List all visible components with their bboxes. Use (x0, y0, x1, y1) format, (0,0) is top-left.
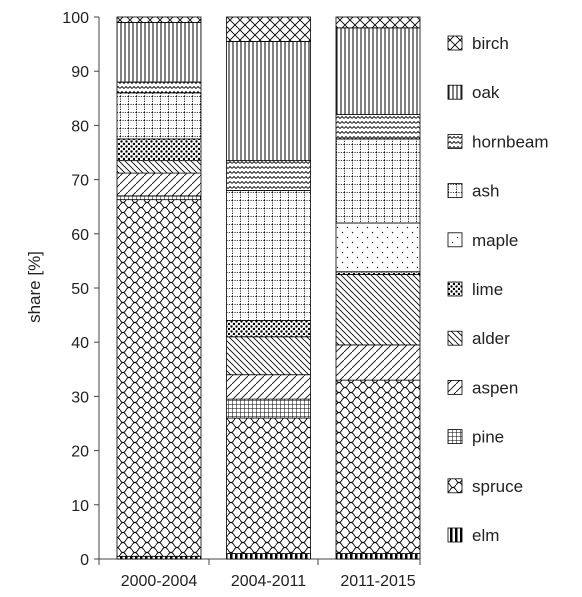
legend-label-ash: ash (472, 182, 499, 201)
legend-swatch-maple (447, 232, 463, 248)
y-tick-label: 100 (62, 10, 89, 27)
legend-label-maple: maple (472, 231, 518, 250)
bar-segment-aspen (116, 172, 202, 197)
legend-label-hornbeam: hornbeam (472, 132, 549, 151)
bar-segment-lime (116, 138, 202, 162)
bar-segment-lime (226, 320, 311, 338)
bars (116, 16, 421, 560)
bar-segment-birch (335, 16, 421, 29)
bar-segment-aspen (335, 344, 421, 381)
bar-segment-maple (335, 222, 421, 273)
y-tick-label: 60 (71, 227, 89, 244)
y-tick-label: 90 (71, 64, 89, 81)
bar-segment-alder (335, 274, 421, 346)
y-tick-label: 50 (71, 281, 89, 298)
legend-swatch-elm (447, 527, 463, 543)
x-tick-labels: 2000-2004 2004-2011 2011-2015 (98, 559, 421, 590)
x-tick-label: 2000-2004 (121, 573, 198, 590)
bar-segment-aspen (226, 374, 311, 400)
bar-segment-elm (335, 553, 421, 560)
bar-segment-hornbeam (116, 81, 202, 94)
bar-segment-ash (226, 190, 311, 321)
bar-segment-ash (116, 92, 202, 140)
legend-swatch-hornbeam (447, 133, 463, 149)
y-tick-label: 80 (71, 118, 89, 135)
legend-swatch-pine (447, 429, 463, 445)
bar-segment-pine (226, 398, 311, 419)
bar-segment-spruce (116, 199, 202, 557)
bar-segment-lime (335, 271, 421, 275)
legend-swatch-lime (447, 281, 463, 297)
y-tick-label: 20 (71, 444, 89, 461)
bar-segment-hornbeam (335, 114, 421, 140)
legend-label-lime: lime (472, 280, 503, 299)
bar-segment-elm (226, 553, 311, 560)
legend-swatch-alder (447, 330, 463, 346)
legend-swatch-birch (447, 35, 463, 51)
bar-segment-hornbeam (226, 160, 311, 191)
legend-label-elm: elm (472, 526, 499, 545)
bar-segment-ash (335, 138, 421, 224)
bar-segment-oak (116, 22, 202, 83)
bar-segment-pine (116, 195, 202, 201)
x-tick-label: 2004-2011 (231, 573, 306, 590)
bar-segment-alder (226, 336, 311, 376)
bar-segment-birch (226, 16, 311, 42)
legend-swatch-oak (447, 84, 463, 100)
bar-segment-oak (226, 40, 311, 162)
bar-segment-elm (116, 555, 202, 560)
x-tick-label: 2011-2015 (340, 573, 415, 590)
legend-label-spruce: spruce (472, 477, 523, 496)
legend-swatch-aspen (447, 379, 463, 395)
y-tick-label: 0 (80, 552, 89, 569)
legend-swatch-spruce (447, 478, 463, 494)
y-tick-label: 10 (71, 498, 89, 515)
y-axis-title: share [%] (25, 251, 44, 323)
legend-label-oak: oak (472, 83, 500, 102)
legend-label-alder: alder (472, 329, 510, 348)
legend-swatch-ash (447, 183, 463, 199)
bar-segment-spruce (226, 417, 311, 554)
bar-segment-spruce (335, 379, 421, 554)
legend-label-birch: birch (472, 34, 509, 53)
bar-segment-birch (116, 16, 202, 23)
legend-label-aspen: aspen (472, 378, 518, 397)
bar-segment-alder (116, 160, 202, 174)
y-tick-label: 30 (71, 389, 89, 406)
legend-label-pine: pine (472, 428, 504, 447)
y-tick-label: 40 (71, 335, 89, 352)
bar-segment-oak (335, 27, 421, 115)
y-ticks: 0 10 20 30 40 50 60 70 80 90 100 (62, 10, 99, 569)
y-tick-label: 70 (71, 173, 89, 190)
legend: birch oak hornbeam ash maple lime alder aspen pi… (447, 34, 549, 545)
